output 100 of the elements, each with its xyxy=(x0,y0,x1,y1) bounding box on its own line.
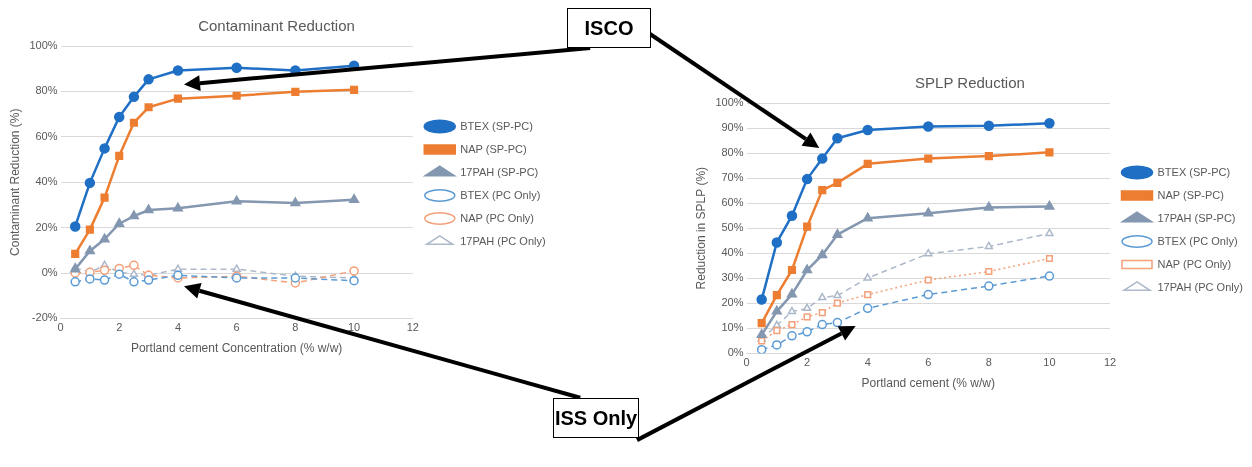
point xyxy=(349,194,359,203)
point xyxy=(788,321,796,329)
point xyxy=(786,210,798,221)
point xyxy=(232,264,241,272)
point xyxy=(984,281,994,291)
point xyxy=(832,317,843,328)
chart-title: SPLP Reduction xyxy=(915,74,1025,92)
point xyxy=(772,290,781,300)
point xyxy=(833,178,842,187)
legend-label: BTEX (PC Only) xyxy=(460,188,541,201)
point xyxy=(772,340,782,350)
point xyxy=(863,159,872,168)
point xyxy=(349,275,359,286)
point xyxy=(100,193,109,202)
point xyxy=(99,143,110,154)
point xyxy=(803,313,811,321)
point xyxy=(801,173,813,185)
point xyxy=(756,344,767,354)
point xyxy=(1044,271,1055,281)
y-tick-label: 10% xyxy=(721,321,744,334)
y-tick-label: 50% xyxy=(721,221,744,234)
point xyxy=(802,264,812,274)
point xyxy=(833,290,842,299)
point xyxy=(85,274,95,284)
point xyxy=(817,249,827,259)
legend-label: BTEX (SP-PC) xyxy=(460,119,533,132)
point xyxy=(864,290,872,299)
legend-label: NAP (SP-PC) xyxy=(460,142,527,155)
point xyxy=(803,222,812,231)
point xyxy=(99,265,110,276)
x-tick-label: 0 xyxy=(743,356,750,369)
x-tick-label: 6 xyxy=(925,356,932,369)
point xyxy=(832,133,843,144)
point xyxy=(1044,201,1055,210)
x-tick-label: 2 xyxy=(804,356,811,369)
point xyxy=(1045,254,1053,263)
point xyxy=(924,154,933,163)
y-tick-label: 40% xyxy=(35,175,58,188)
point xyxy=(862,124,873,136)
x-tick-label: 2 xyxy=(116,321,123,334)
point xyxy=(756,294,767,305)
point xyxy=(818,186,827,195)
x-axis-title: Portland cement Concentration (% w/w) xyxy=(130,341,343,356)
y-axis-title: Reduction in SPLP (%) xyxy=(693,166,708,290)
point xyxy=(85,245,95,255)
point xyxy=(787,265,797,275)
point xyxy=(232,91,241,100)
point xyxy=(924,276,932,284)
text: ISS Only xyxy=(553,398,639,438)
point xyxy=(802,303,812,312)
y-tick-label: 100% xyxy=(715,96,744,109)
point xyxy=(756,329,767,339)
point xyxy=(231,62,242,74)
point xyxy=(349,85,359,94)
legend-label: 17PAH (PC Only) xyxy=(460,234,546,247)
point xyxy=(143,74,154,85)
y-axis-title: Contaminant Reduction (%) xyxy=(7,108,22,256)
legend-label: NAP (PC Only) xyxy=(1157,257,1232,270)
point xyxy=(832,229,843,238)
x-tick-label: 4 xyxy=(864,356,871,369)
point xyxy=(771,237,783,248)
x-tick-label: 0 xyxy=(57,321,64,334)
point xyxy=(984,241,994,250)
point xyxy=(757,319,766,328)
point xyxy=(833,299,841,307)
y-tick-label: 80% xyxy=(35,84,58,97)
point xyxy=(290,273,301,283)
legend-label: NAP (PC Only) xyxy=(460,211,535,224)
point xyxy=(773,327,781,335)
point xyxy=(70,277,80,287)
point xyxy=(349,266,359,276)
point xyxy=(69,221,81,232)
point xyxy=(173,264,183,272)
point xyxy=(1045,148,1054,157)
point xyxy=(924,248,933,257)
point xyxy=(85,225,94,234)
y-tick-label: 40% xyxy=(721,246,744,259)
point xyxy=(99,275,110,285)
point xyxy=(787,331,797,341)
point xyxy=(172,65,184,76)
y-tick-label: 100% xyxy=(29,39,58,52)
point xyxy=(985,267,993,276)
point xyxy=(817,319,828,330)
y-tick-label: 60% xyxy=(35,129,58,142)
x-tick-label: 10 xyxy=(347,321,361,334)
y-tick-label: 60% xyxy=(721,196,744,209)
point xyxy=(115,151,124,160)
point xyxy=(113,111,125,123)
x-axis-title: Portland cement (% w/w) xyxy=(861,376,995,391)
point xyxy=(129,118,138,127)
point xyxy=(787,289,797,298)
legend-label: NAP (SP-PC) xyxy=(1157,188,1224,201)
point xyxy=(231,196,242,205)
legend-label: BTEX (PC Only) xyxy=(1157,234,1238,247)
point xyxy=(863,273,872,281)
point xyxy=(144,103,153,112)
point xyxy=(772,306,782,315)
point xyxy=(114,218,124,227)
y-tick-label: 0% xyxy=(41,266,58,279)
point xyxy=(143,275,154,285)
